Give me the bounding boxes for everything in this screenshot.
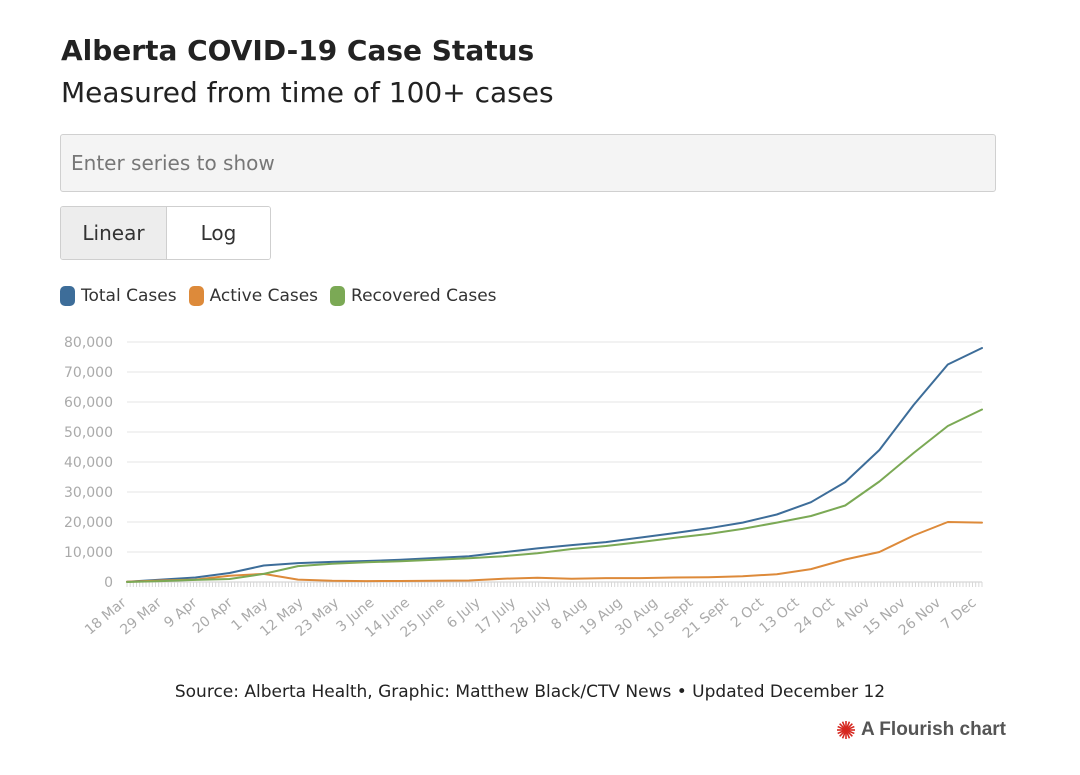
burst-ray [837,730,844,735]
x-tick-label: 20 Apr [190,595,236,637]
x-tick-label: 24 Oct [792,594,838,636]
legend-item-recovered-cases[interactable]: Recovered Cases [330,286,497,306]
legend-label-total: Total Cases [81,286,177,306]
burst-ray [848,725,855,730]
burst-ray [839,731,845,737]
legend-swatch-active [188,286,204,306]
y-tick-label: 60,000 [64,395,113,411]
burst-ray [837,725,844,730]
series-line-active-cases [126,521,983,583]
y-tick-label: 0 [104,575,113,591]
flourish-credit-link[interactable]: A Flourish chart [836,719,1006,741]
legend-label-recovered: Recovered Cases [351,286,497,306]
burst-ray [839,723,845,729]
y-tick-label: 20,000 [64,515,113,531]
burst-ray [846,732,851,739]
y-tick-label: 80,000 [64,335,113,351]
y-tick-label: 10,000 [64,545,113,561]
chart-legend: Total Cases Active Cases Recovered Cases [60,286,509,306]
series-line-total-cases [126,347,983,583]
burst-ray [848,730,855,735]
chart-subtitle: Measured from time of 100+ cases [61,76,554,109]
y-tick-label: 30,000 [64,485,113,501]
y-axis-ticks: 0 10,000 20,000 30,000 40,000 50,000 60,000 70,… [64,335,113,591]
legend-swatch-total [60,286,75,306]
linear-scale-button[interactable]: Linear [61,207,167,259]
y-tick-label: 40,000 [64,455,113,471]
flourish-burst-icon [837,721,856,739]
flourish-credit-label: A Flourish chart [861,719,1006,740]
grid-lines [126,341,983,587]
x-tick-label: 28 July [508,595,555,638]
burst-ray [847,723,853,729]
legend-swatch-recovered [330,286,346,306]
burst-ray [841,721,846,728]
x-tick-label: 7 Dec [938,595,979,633]
series-search-input[interactable] [60,134,996,192]
y-tick-label: 70,000 [64,365,113,381]
burst-ray [846,721,851,728]
scale-toggle: Linear Log [60,206,271,260]
legend-item-active-cases[interactable]: Active Cases [188,286,319,306]
chart-title: Alberta COVID-19 Case Status [61,34,535,67]
line-chart: 0 10,000 20,000 30,000 40,000 50,000 60,000 70,… [64,335,983,642]
burst-ray [847,731,853,737]
legend-item-total-cases[interactable]: Total Cases [60,286,177,306]
legend-label-active: Active Cases [209,286,319,306]
log-scale-button[interactable]: Log [167,207,270,259]
burst-ray [841,732,846,739]
source-note: Source: Alberta Health, Graphic: Matthew… [174,682,886,702]
y-tick-label: 50,000 [64,425,113,441]
series-lines [126,347,983,583]
series-line-recovered-cases [126,408,983,583]
